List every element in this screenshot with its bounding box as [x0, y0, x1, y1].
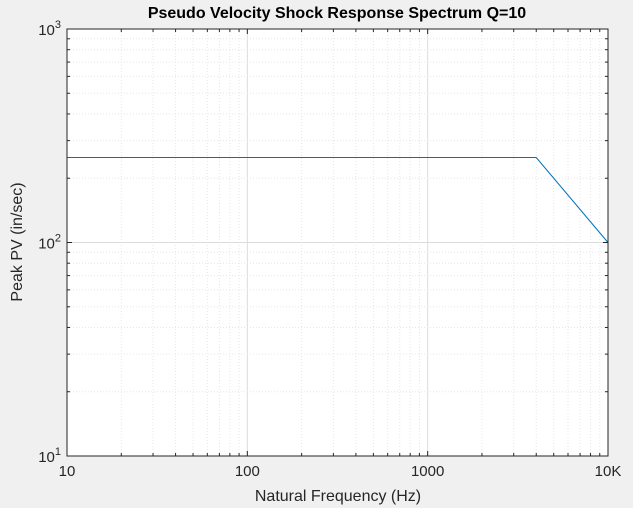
chart-title: Pseudo Velocity Shock Response Spectrum … — [148, 5, 526, 22]
y-tick-label: 102 — [38, 233, 61, 253]
x-axis-label: Natural Frequency (Hz) — [255, 488, 421, 505]
x-tick-label: 10K — [595, 463, 622, 480]
x-tick-labels: 10 100 1000 10K — [59, 463, 622, 480]
x-tick-label: 100 — [235, 463, 260, 480]
y-tick-labels: 101 102 103 — [38, 19, 61, 466]
series-layer — [67, 157, 609, 243]
grid — [67, 29, 608, 456]
ticks — [67, 29, 608, 456]
y-axis-label: Peak PV (in/sec) — [9, 182, 26, 301]
x-tick-label: 1000 — [411, 463, 444, 480]
x-tick-label: 10 — [59, 463, 76, 480]
y-tick-label: 101 — [38, 446, 61, 466]
series-line — [67, 157, 609, 243]
y-tick-label: 103 — [38, 19, 61, 39]
